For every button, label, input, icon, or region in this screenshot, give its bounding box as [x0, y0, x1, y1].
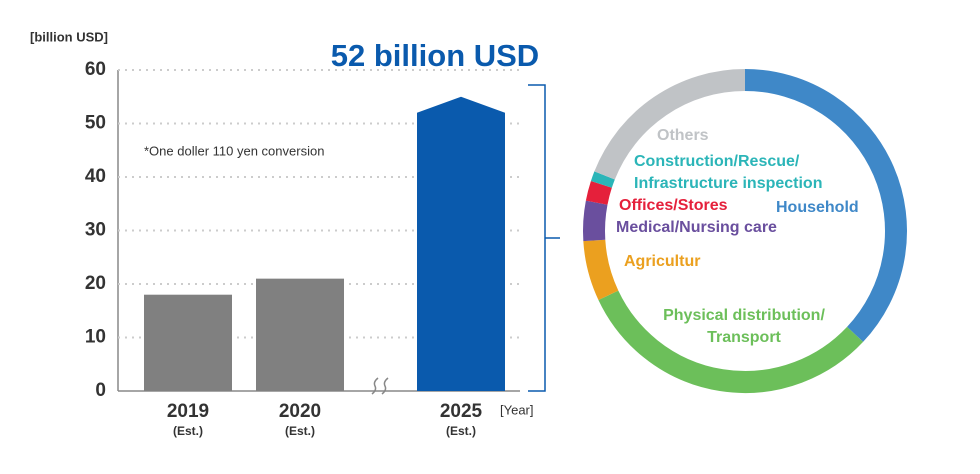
- donut-segment: [598, 290, 864, 393]
- donut-segment: [585, 180, 612, 205]
- text-line: Household: [776, 199, 859, 216]
- text-line: Physical distribution/: [663, 307, 825, 324]
- y-tick-label: 30: [85, 220, 106, 241]
- x-tick-label: 2020 (Est.): [279, 401, 321, 438]
- text-line: (Est.): [285, 424, 315, 438]
- y-tick-label: 10: [85, 327, 106, 348]
- donut-label: Offices/Stores: [619, 197, 728, 214]
- value-label: 52 billion USD: [331, 38, 539, 73]
- y-tick-label: 60: [85, 59, 106, 80]
- text-line: 2020: [279, 401, 321, 422]
- bracket: [528, 84, 560, 392]
- x-tick-label: 2019 (Est.): [167, 401, 209, 438]
- text-line: Infrastructure inspection: [634, 175, 822, 192]
- bar: [144, 294, 232, 391]
- text-line: 2025: [440, 401, 483, 422]
- donut-segment: [594, 69, 746, 180]
- y-tick-label: 20: [85, 273, 106, 294]
- text-line: Medical/Nursing care: [616, 219, 777, 236]
- donut-segment: [744, 69, 907, 342]
- x-tick-label: 2025 (Est.): [440, 401, 483, 438]
- text-line: Others: [657, 127, 709, 144]
- y-tick-label: 0: [95, 380, 106, 401]
- text-line: 2019: [167, 401, 209, 422]
- donut-label: Physical distribution/Transport: [663, 307, 825, 346]
- donut-segment: [590, 171, 615, 188]
- y-axis-label: [billion USD]: [30, 29, 108, 44]
- donut-label: Agricultur: [624, 253, 700, 270]
- bar: [256, 278, 344, 391]
- donut-segment: [583, 239, 619, 300]
- bar: [417, 96, 505, 392]
- text-line: Construction/Rescue/: [634, 153, 800, 170]
- donut-label: Construction/Rescue/Infrastructure inspe…: [634, 153, 822, 192]
- text-line: (Est.): [446, 424, 476, 438]
- annotation: *One doller 110 yen conversion: [144, 143, 324, 158]
- donut-label: Household: [776, 199, 859, 216]
- text-line: Agricultur: [624, 253, 700, 270]
- donut-label: Medical/Nursing care: [616, 219, 777, 236]
- text-line: Offices/Stores: [619, 197, 728, 214]
- x-axis-label: [Year]: [500, 402, 534, 417]
- y-tick-label: 40: [85, 166, 106, 187]
- donut-label: Others: [657, 127, 709, 144]
- donut-segment: [583, 200, 608, 242]
- text-line: (Est.): [173, 424, 203, 438]
- y-tick-label: 50: [85, 113, 106, 134]
- text-line: Transport: [707, 329, 781, 346]
